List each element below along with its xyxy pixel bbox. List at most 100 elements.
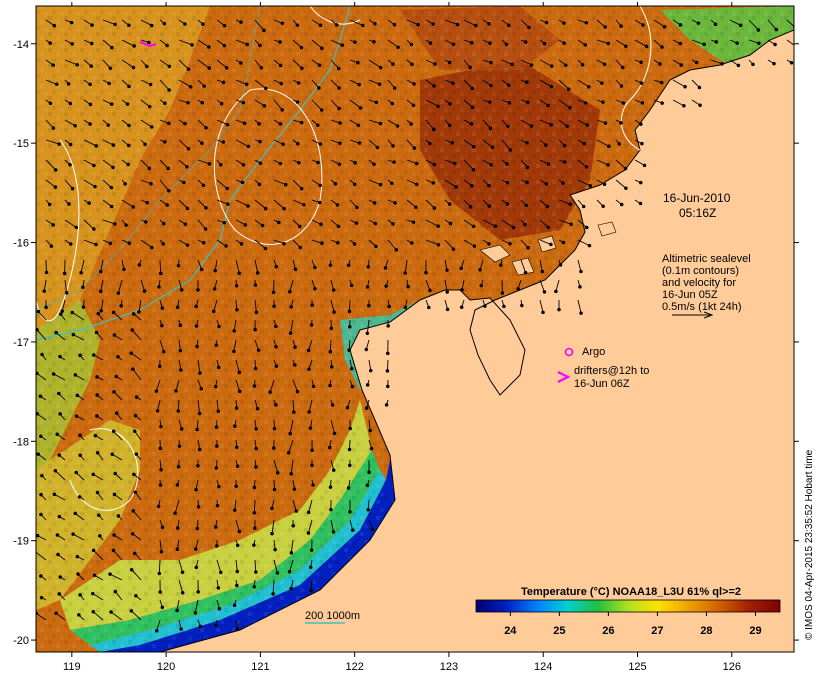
velocity-arrow-head — [489, 127, 492, 130]
velocity-arrow-head — [95, 331, 98, 334]
velocity-arrow-head — [488, 205, 491, 208]
velocity-arrow-head — [469, 206, 472, 209]
velocity-arrow-head — [546, 205, 549, 208]
velocity-arrow-head — [319, 24, 322, 27]
velocity-arrow-head — [236, 628, 239, 631]
velocity-arrow-head — [117, 515, 120, 518]
velocity-arrow-head — [162, 222, 165, 225]
velocity-arrow-head — [503, 305, 506, 308]
velocity-arrow-head — [59, 576, 62, 579]
velocity-arrow-head — [273, 488, 276, 491]
velocity-arrow-head — [79, 354, 82, 357]
velocity-arrow-head — [180, 628, 183, 631]
altimetry-legend-line: and velocity for — [662, 277, 736, 289]
velocity-arrow-head — [290, 587, 293, 590]
velocity-arrow-head — [273, 305, 276, 308]
velocity-arrow-head — [242, 101, 245, 104]
velocity-arrow-head — [370, 447, 373, 450]
velocity-arrow-head — [283, 207, 286, 210]
velocity-arrow-head — [200, 387, 203, 390]
velocity-arrow-head — [197, 289, 200, 292]
velocity-arrow-head — [59, 313, 62, 316]
velocity-arrow-head — [429, 42, 432, 45]
velocity-arrow-head — [293, 488, 296, 491]
velocity-arrow-head — [299, 246, 302, 249]
velocity-arrow-head — [263, 105, 266, 108]
velocity-arrow-head — [138, 264, 141, 267]
velocity-arrow-head — [187, 147, 190, 150]
velocity-arrow-head — [314, 287, 317, 290]
velocity-arrow-head — [603, 63, 606, 66]
velocity-arrow-head — [386, 385, 389, 388]
velocity-arrow-head — [159, 591, 162, 594]
velocity-arrow-head — [348, 325, 351, 328]
velocity-arrow-head — [244, 224, 247, 227]
velocity-arrow-head — [449, 222, 452, 225]
velocity-arrow-head — [110, 186, 113, 189]
velocity-arrow-head — [117, 355, 120, 358]
velocity-arrow-head — [367, 304, 370, 307]
velocity-arrow-head — [281, 109, 284, 112]
velocity-arrow-head — [213, 288, 216, 291]
velocity-arrow-head — [337, 67, 340, 70]
velocity-arrow-head — [581, 63, 584, 66]
date-label: 16-Jun-2010 — [663, 191, 731, 205]
velocity-arrow-head — [96, 451, 99, 454]
velocity-arrow-head — [253, 585, 256, 588]
velocity-arrow-head — [80, 271, 83, 274]
velocity-arrow-head — [790, 61, 793, 64]
velocity-arrow-head — [57, 553, 60, 556]
velocity-arrow-head — [241, 181, 244, 184]
velocity-arrow-head — [545, 144, 548, 147]
velocity-arrow-head — [312, 484, 315, 487]
velocity-arrow-head — [191, 44, 194, 47]
velocity-arrow-head — [58, 593, 61, 596]
velocity-arrow-head — [218, 325, 221, 328]
velocity-arrow-head — [235, 485, 238, 488]
velocity-arrow-head — [410, 242, 413, 245]
velocity-arrow-head — [58, 454, 61, 457]
velocity-arrow-head — [428, 306, 431, 309]
velocity-arrow-head — [135, 396, 138, 399]
velocity-arrow-head — [645, 45, 648, 48]
velocity-arrow-head — [296, 24, 299, 27]
velocity-arrow-head — [697, 22, 700, 25]
velocity-arrow-head — [607, 42, 610, 45]
velocity-arrow-head — [425, 271, 428, 274]
velocity-arrow-head — [125, 224, 128, 227]
velocity-arrow-head — [386, 352, 389, 355]
velocity-arrow-head — [236, 584, 239, 587]
velocity-arrow-head — [562, 241, 565, 244]
velocity-arrow-head — [264, 247, 267, 250]
velocity-arrow-head — [176, 527, 179, 530]
velocity-arrow-head — [526, 181, 529, 184]
velocity-arrow-head — [186, 207, 189, 210]
velocity-arrow-head — [300, 46, 303, 49]
velocity-arrow-head — [469, 66, 472, 69]
velocity-arrow-head — [698, 86, 701, 89]
velocity-arrow-head — [375, 101, 378, 104]
velocity-arrow-head — [131, 533, 134, 536]
velocity-arrow-head — [74, 512, 77, 515]
velocity-arrow-head — [112, 144, 115, 147]
velocity-arrow-head — [366, 286, 369, 289]
velocity-arrow-head — [113, 391, 116, 394]
velocity-arrow-head — [218, 607, 221, 610]
velocity-arrow-head — [114, 23, 117, 26]
velocity-arrow-head — [346, 406, 349, 409]
velocity-arrow-head — [374, 222, 377, 225]
velocity-arrow-head — [168, 65, 171, 68]
velocity-arrow-head — [155, 629, 158, 632]
velocity-arrow-head — [311, 464, 314, 467]
velocity-arrow-head — [474, 24, 477, 27]
velocity-arrow-head — [98, 514, 101, 517]
velocity-arrow-head — [179, 349, 182, 352]
velocity-arrow-head — [61, 310, 64, 313]
velocity-arrow-head — [452, 82, 455, 85]
velocity-arrow-head — [280, 82, 283, 85]
velocity-arrow-head — [397, 46, 400, 49]
velocity-arrow-head — [114, 590, 117, 593]
velocity-arrow-head — [95, 243, 98, 246]
velocity-arrow-head — [625, 187, 628, 190]
